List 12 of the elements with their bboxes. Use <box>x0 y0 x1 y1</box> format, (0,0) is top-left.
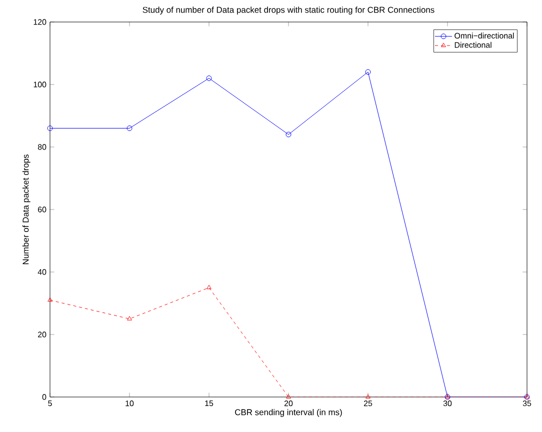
point <box>126 126 132 131</box>
point <box>206 284 212 290</box>
point <box>286 132 292 138</box>
point <box>206 76 212 81</box>
x-axis-title: CBR sending interval (in ms) <box>235 409 342 417</box>
point <box>366 394 370 398</box>
chart-title: Study of number of Data packet drops with static routing for CBR Connections <box>142 6 434 14</box>
point <box>48 297 52 302</box>
y-axis-title: Number of Data packet drops <box>22 154 30 264</box>
point <box>365 69 371 75</box>
point <box>286 394 291 398</box>
point <box>127 316 132 320</box>
